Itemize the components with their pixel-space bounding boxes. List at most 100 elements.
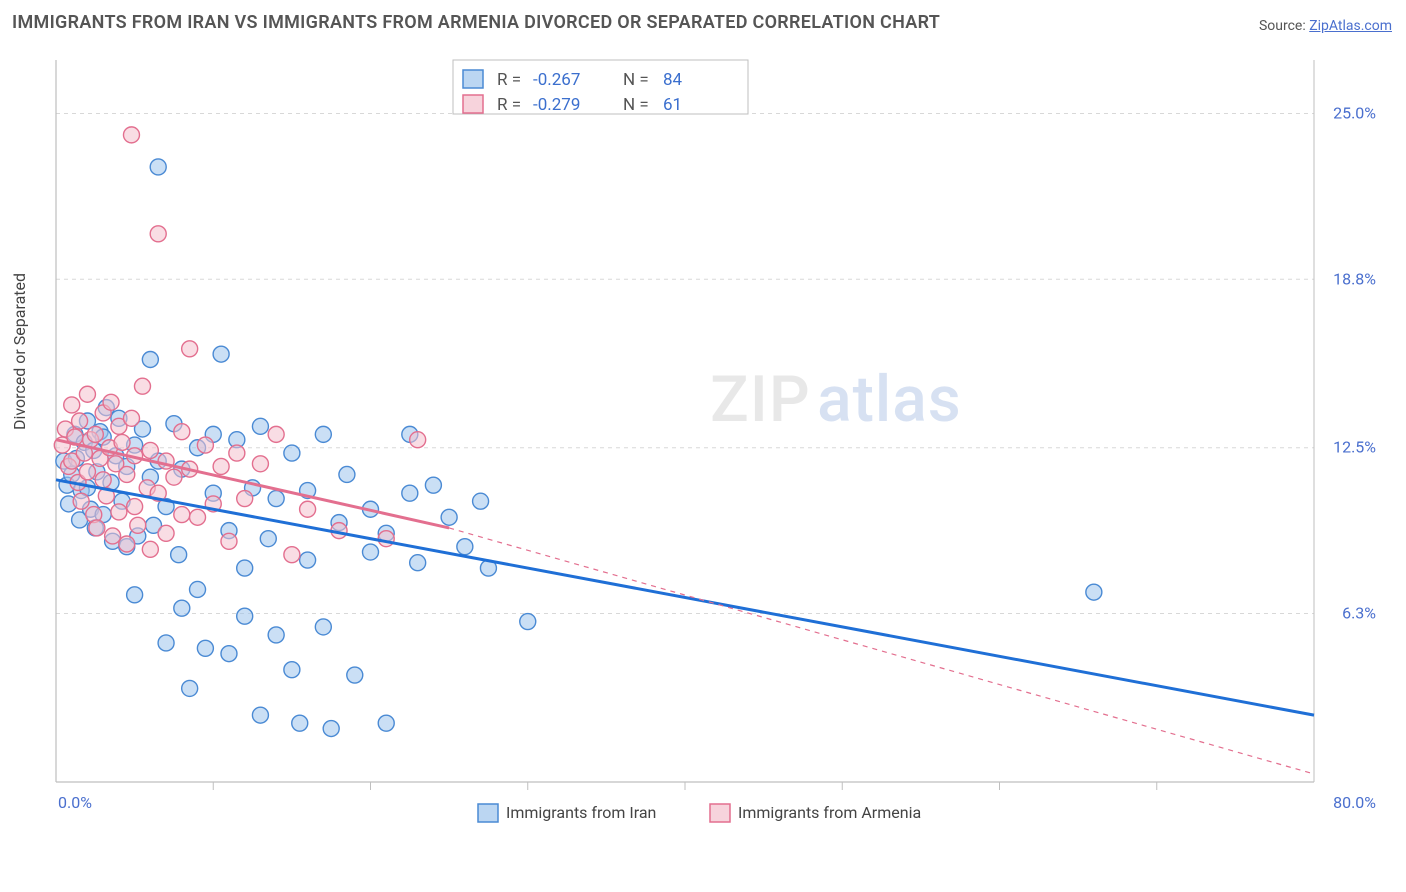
data-point [197,437,213,453]
legend-swatch [463,70,483,88]
data-point [300,552,316,568]
data-point [127,499,143,515]
data-point [79,386,95,402]
data-point [221,646,237,662]
data-point [119,536,135,552]
legend-label: Immigrants from Iran [506,803,656,822]
data-point [79,464,95,480]
data-point [171,547,187,563]
data-point [457,539,473,555]
data-point [260,531,276,547]
data-point [197,640,213,656]
data-point [174,424,190,440]
source-prefix: Source: [1259,18,1309,34]
r-label: R = [497,70,521,90]
data-point [166,469,182,485]
n-value: 61 [663,95,682,115]
data-point [1086,584,1102,600]
y-tick-label: 6.3% [1342,604,1376,623]
data-point [347,667,363,683]
r-value: -0.267 [533,70,580,90]
data-point [315,426,331,442]
data-point [252,456,268,472]
data-point [174,507,190,523]
source-link[interactable]: ZipAtlas.com [1309,18,1392,34]
data-point [103,394,119,410]
data-point [114,434,130,450]
data-point [300,501,316,517]
watermark: ZIP [710,362,811,437]
data-point [339,466,355,482]
trend-line [56,480,1314,715]
data-point [237,608,253,624]
data-point [158,635,174,651]
data-point [315,619,331,635]
data-point [105,528,121,544]
data-point [134,378,150,394]
data-point [268,426,284,442]
data-point [130,517,146,533]
data-point [142,442,158,458]
data-point [229,445,245,461]
data-point [378,715,394,731]
y-tick-label: 18.8% [1333,269,1376,288]
data-point [252,418,268,434]
data-point [284,547,300,563]
data-point [378,531,394,547]
data-point [441,509,457,525]
data-point [268,627,284,643]
chart-title: IMMIGRANTS FROM IRAN VS IMMIGRANTS FROM … [12,12,940,33]
legend-swatch [710,804,730,822]
data-point [150,159,166,175]
data-point [182,680,198,696]
data-point [174,600,190,616]
data-point [190,581,206,597]
data-point [237,560,253,576]
data-point [87,426,103,442]
y-tick-label: 25.0% [1333,103,1376,122]
data-point [73,493,89,509]
data-point [150,226,166,242]
data-point [127,587,143,603]
source-attribution: Source: ZipAtlas.com [1259,18,1392,34]
data-point [284,445,300,461]
data-point [284,662,300,678]
data-point [323,721,339,737]
data-point [410,432,426,448]
data-point [64,397,80,413]
data-point [190,509,206,525]
data-point [237,491,253,507]
data-point [142,541,158,557]
data-point [213,346,229,362]
data-point [142,351,158,367]
data-point [252,707,268,723]
data-point [268,491,284,507]
legend-label: Immigrants from Armenia [738,803,921,822]
data-point [72,413,88,429]
data-point [221,533,237,549]
n-value: 84 [663,70,683,90]
correlation-scatter-chart: 6.3%12.5%18.8%25.0%0.0%80.0%ZIPatlasR = … [48,56,1386,826]
trend-line-extrapolated [449,528,1314,774]
data-point [402,485,418,501]
x-tick-label: 0.0% [58,793,92,812]
data-point [520,614,536,630]
n-label: N = [623,95,649,115]
x-tick-label: 80.0% [1333,793,1376,812]
y-tick-label: 12.5% [1333,438,1376,457]
legend-swatch [478,804,498,822]
watermark: atlas [817,362,962,437]
r-value: -0.279 [533,95,580,115]
legend-swatch [463,95,483,113]
data-point [410,555,426,571]
data-point [111,504,127,520]
r-label: R = [497,95,521,115]
data-point [158,525,174,541]
n-label: N = [623,70,649,90]
data-point [95,472,111,488]
data-point [425,477,441,493]
data-point [182,341,198,357]
data-point [473,493,489,509]
data-point [213,458,229,474]
data-point [123,410,139,426]
